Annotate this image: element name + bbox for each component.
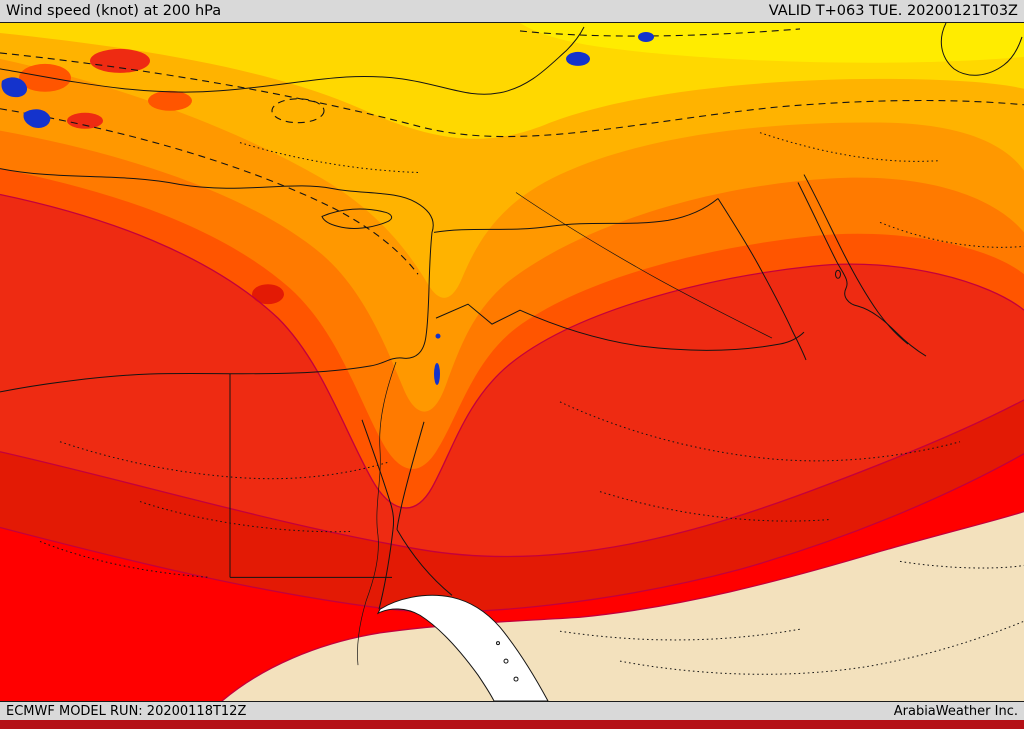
caspian-coast xyxy=(940,23,1023,76)
contour-line xyxy=(221,510,1024,701)
accent-bar xyxy=(0,720,1024,729)
black-sea-coast xyxy=(0,26,585,95)
sea-of-galilee xyxy=(435,333,441,339)
header-bar: Wind speed (knot) at 200 hPa VALID T+063… xyxy=(0,0,1024,22)
political-borders xyxy=(229,198,807,578)
lake-marmara xyxy=(1,77,28,98)
lake-blob xyxy=(23,109,51,128)
persian-gulf-iran-coast xyxy=(803,174,909,345)
wind-cell xyxy=(148,90,192,111)
band-cream-low-wind xyxy=(222,511,1024,701)
contour-line xyxy=(0,453,1024,613)
red-sea-islands xyxy=(496,641,519,682)
dashed-contour xyxy=(0,52,1024,138)
island-dot xyxy=(496,641,500,646)
island-dot xyxy=(513,676,519,682)
dotted-line xyxy=(559,628,801,641)
high-wind-cells xyxy=(19,48,284,305)
brand-label: ArabiaWeather Inc. xyxy=(893,703,1018,719)
contour-crimson-lines xyxy=(0,193,1024,701)
dotted-line xyxy=(879,221,1024,248)
red-sea-west-coast xyxy=(378,529,394,610)
local-wind-minimum-oval xyxy=(271,98,325,124)
dotted-line xyxy=(59,441,391,480)
contour-line xyxy=(0,399,1024,558)
gulf-of-aqaba-coast xyxy=(396,421,425,530)
mediterranean-coast xyxy=(0,168,434,393)
euphrates-river xyxy=(515,192,773,339)
wind-cell xyxy=(90,48,150,73)
coastlines xyxy=(0,23,1023,610)
wind-cell xyxy=(67,112,103,129)
persian-gulf-arabian-coast xyxy=(797,182,927,357)
gulf-of-suez-coast xyxy=(361,419,395,530)
dotted-line xyxy=(899,560,1024,569)
island-dot xyxy=(503,658,509,664)
iran-iraq-border xyxy=(717,198,807,361)
red-sea-calm-area xyxy=(376,594,549,701)
admin-dotted-lines xyxy=(39,132,1024,675)
wind-cell xyxy=(19,63,71,92)
lakes xyxy=(1,31,654,385)
dotted-line xyxy=(619,620,1024,675)
dotted-line xyxy=(559,401,961,462)
model-run-label: ECMWF MODEL RUN: 20200118T12Z xyxy=(6,703,247,719)
lake-urmia xyxy=(638,31,654,42)
dotted-line xyxy=(239,142,421,174)
map-title: Wind speed (knot) at 200 hPa xyxy=(6,3,222,19)
jordan-saudi-iraq-border xyxy=(435,303,805,351)
dashed-contour xyxy=(0,108,419,275)
wind-speed-contour-map xyxy=(0,23,1024,701)
rivers xyxy=(357,192,773,666)
valid-time-label: VALID T+063 TUE. 20200121T03Z xyxy=(768,3,1018,19)
dotted-line xyxy=(759,132,941,162)
turkey-syria-border xyxy=(433,198,719,233)
weather-map xyxy=(0,22,1024,702)
contour-line xyxy=(0,193,1024,509)
cyprus-coast xyxy=(321,208,393,229)
dotted-line xyxy=(599,491,831,522)
bahrain-island xyxy=(835,269,841,279)
footer-bar: ECMWF MODEL RUN: 20200118T12Z ArabiaWeat… xyxy=(0,702,1024,720)
red-sea-east-coast xyxy=(396,529,453,596)
nile-river xyxy=(357,361,397,666)
lake-van xyxy=(566,51,590,66)
dotted-line xyxy=(39,541,211,578)
wind-cell xyxy=(252,284,284,305)
dotted-line xyxy=(139,501,351,533)
dead-sea xyxy=(434,362,440,385)
